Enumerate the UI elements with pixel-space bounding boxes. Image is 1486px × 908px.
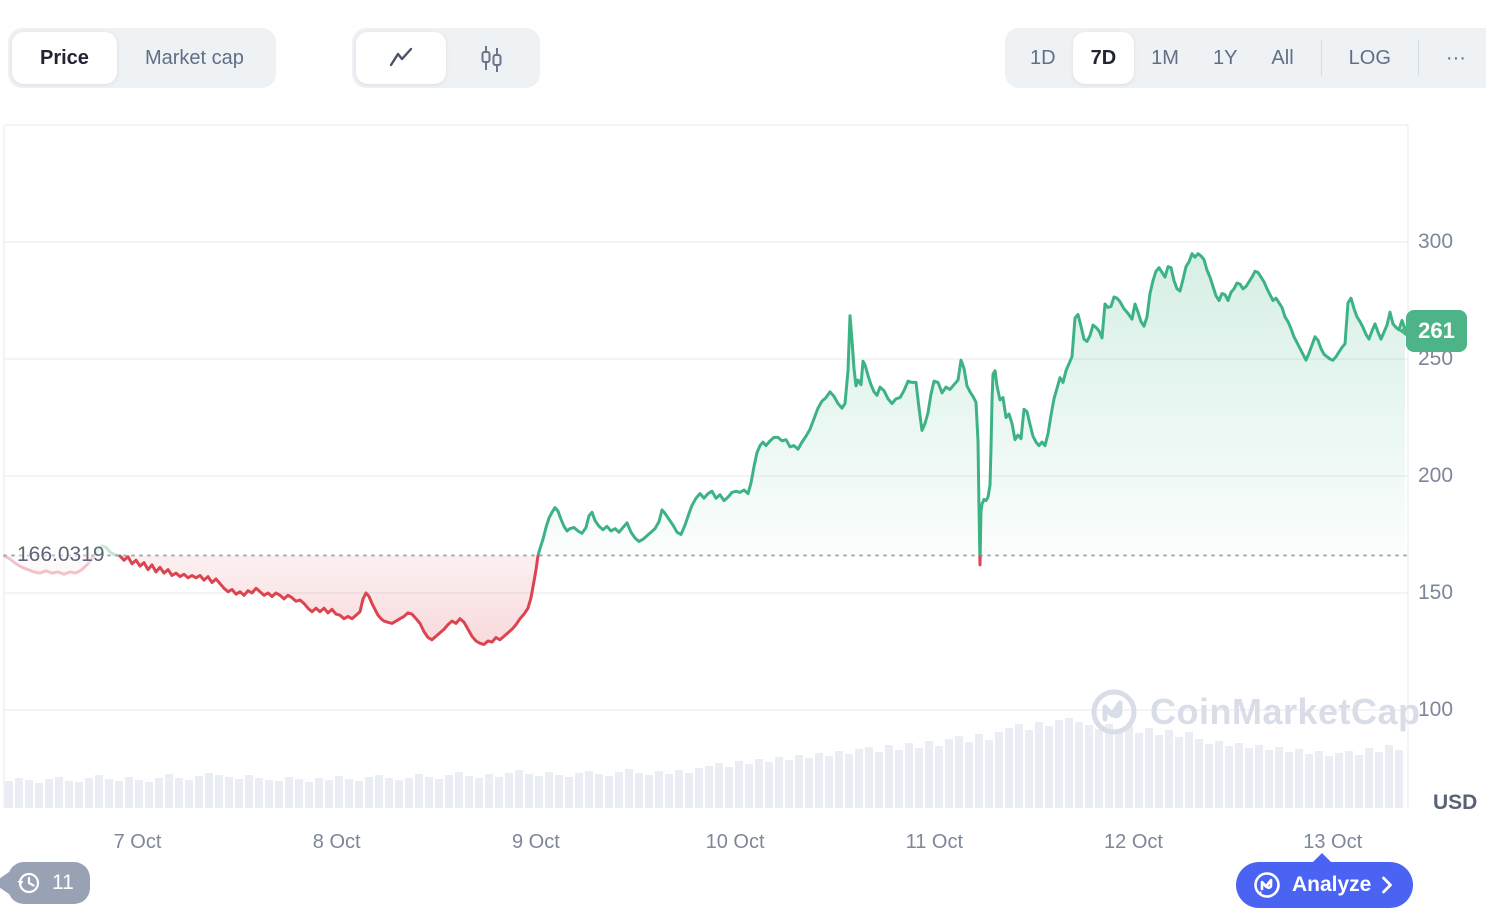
x-axis-tick-label: 10 Oct [705,831,765,853]
current-price-badge: 261 [1399,310,1467,352]
range-toggle: 1D 7D 1M 1Y All LOG ··· [1005,28,1486,88]
more-options-button[interactable]: ··· [1445,46,1466,69]
divider [1320,40,1322,76]
history-count: 11 [52,871,74,894]
y-axis-tick-label: 250 [1418,347,1454,370]
baseline-price-label: 166.0319 [17,543,105,566]
tab-price[interactable]: Price [12,32,117,84]
analyze-label: Analyze [1292,873,1372,896]
tab-range-7d[interactable]: 7D [1072,32,1135,84]
tab-range-1y[interactable]: 1Y [1212,46,1238,69]
x-axis-tick-label: 13 Oct [1303,831,1363,853]
x-axis-tick-label: 11 Oct [905,831,964,853]
tab-range-all[interactable]: All [1271,46,1294,69]
y-axis-tick-label: 200 [1418,464,1454,487]
log-scale-button[interactable]: LOG [1348,46,1391,69]
y-axis-tick-label: 150 [1418,581,1454,604]
tab-line-chart[interactable] [356,32,446,84]
y-axis-unit-label: USD [1433,791,1478,814]
tab-candlestick-chart[interactable] [446,32,536,84]
metric-toggle: Price Market cap [8,28,276,88]
coinmarketcap-logo-icon [1254,872,1280,898]
x-axis-tick-label: 7 Oct [113,831,162,853]
candlestick-icon [481,46,502,72]
tab-range-1d[interactable]: 1D [1030,46,1056,69]
chevron-right-icon [1382,876,1393,894]
y-axis-tick-label: 300 [1418,230,1454,253]
line-chart-icon [389,47,413,67]
history-clock-icon [17,872,40,894]
y-axis-tick-label: 100 [1418,698,1454,721]
tooltip-arrow [1312,853,1332,863]
analyze-button[interactable]: Analyze [1236,853,1414,908]
x-axis-tick-label: 12 Oct [1104,831,1163,853]
chart-type-toggle [352,28,540,88]
x-axis-tick-label: 8 Oct [312,831,361,853]
x-axis-tick-label: 9 Oct [511,831,560,853]
tab-market-cap[interactable]: Market cap [144,46,244,69]
divider [1417,40,1419,76]
history-button[interactable]: 11 [0,862,90,904]
tab-range-1m[interactable]: 1M [1151,46,1179,69]
